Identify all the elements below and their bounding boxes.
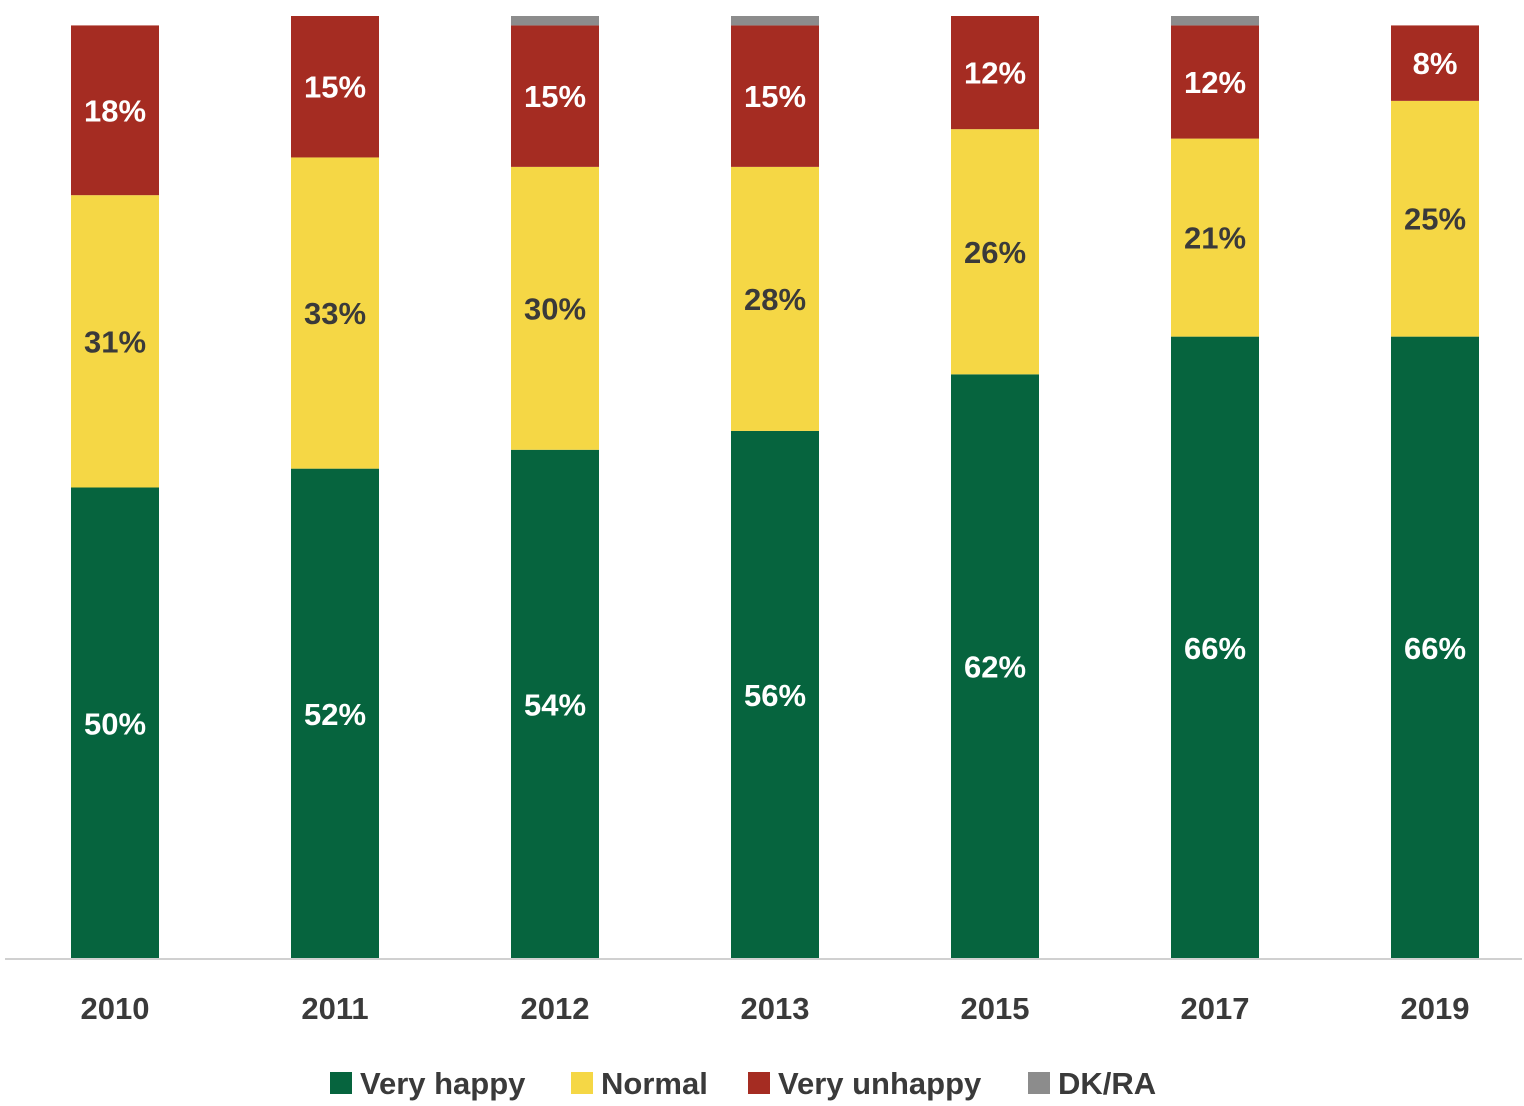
bar-segment-very-unhappy-2012 [511, 25, 599, 167]
data-labels-layer: 50% 31% 18% 52% 33% 15% 54% 30% 15% 56% 28% 15% 62% 2… [84, 46, 1466, 741]
data-label-very-happy-2013: 56% [744, 678, 806, 713]
legend-label-dk-ra: DK/RA [1058, 1066, 1156, 1101]
x-tick-labels: 2010 2011 2012 2013 2015 2017 2019 [81, 991, 1470, 1026]
data-label-very-unhappy-2019: 8% [1413, 46, 1458, 81]
bar-segment-normal-2013 [731, 166, 819, 431]
legend: Very happy Normal Very unhappy DK/RA [330, 1066, 1156, 1101]
legend-swatch-dk-ra [1028, 1072, 1050, 1094]
bar-segment-very-happy-2013 [731, 430, 819, 959]
bar-segment-very-unhappy-2015 [951, 16, 1039, 130]
bar-segment-dk-ra-2012 [511, 16, 599, 26]
data-label-very-unhappy-2017: 12% [1184, 65, 1246, 100]
bar-segment-normal-2012 [511, 166, 599, 450]
data-label-very-happy-2019: 66% [1404, 631, 1466, 666]
bar-segment-very-unhappy-2011 [291, 16, 379, 158]
bar-segment-very-happy-2010 [71, 487, 159, 959]
bar-segment-very-happy-2017 [1171, 336, 1259, 959]
legend-label-very-happy: Very happy [360, 1066, 526, 1101]
data-label-very-unhappy-2010: 18% [84, 93, 146, 128]
data-label-normal-2017: 21% [1184, 221, 1246, 256]
data-label-normal-2010: 31% [84, 324, 146, 359]
legend-label-very-unhappy: Very unhappy [778, 1066, 982, 1101]
bar-segment-very-unhappy-2017 [1171, 25, 1259, 139]
legend-swatch-very-happy [330, 1072, 352, 1094]
bar-segment-very-happy-2019 [1391, 336, 1479, 959]
x-tick-label-2010: 2010 [81, 991, 150, 1026]
data-label-very-unhappy-2012: 15% [524, 79, 586, 114]
bars-layer [71, 16, 1479, 960]
x-tick-label-2017: 2017 [1181, 991, 1250, 1026]
data-label-very-happy-2010: 50% [84, 706, 146, 741]
data-label-very-unhappy-2015: 12% [964, 56, 1026, 91]
bar-segment-normal-2019 [1391, 100, 1479, 337]
data-label-normal-2012: 30% [524, 291, 586, 326]
bar-segment-normal-2017 [1171, 138, 1259, 337]
bar-segment-normal-2011 [291, 157, 379, 469]
x-tick-label-2011: 2011 [301, 991, 368, 1026]
x-tick-label-2013: 2013 [741, 991, 810, 1026]
legend-label-normal: Normal [601, 1066, 708, 1101]
bar-segment-dk-ra-2013 [731, 16, 819, 26]
data-label-very-unhappy-2011: 15% [304, 70, 366, 105]
bar-segment-very-unhappy-2013 [731, 25, 819, 167]
data-label-normal-2015: 26% [964, 235, 1026, 270]
data-label-very-happy-2017: 66% [1184, 631, 1246, 666]
bar-segment-normal-2010 [71, 195, 159, 488]
bar-segment-dk-ra-2017 [1171, 16, 1259, 26]
data-label-normal-2013: 28% [744, 282, 806, 317]
bar-segment-very-unhappy-2019 [1391, 25, 1479, 101]
data-label-normal-2011: 33% [304, 296, 366, 331]
x-tick-label-2015: 2015 [961, 991, 1030, 1026]
data-label-very-happy-2015: 62% [964, 650, 1026, 685]
bar-segment-very-unhappy-2010 [71, 25, 159, 196]
legend-swatch-very-unhappy [748, 1072, 770, 1094]
data-label-very-happy-2012: 54% [524, 687, 586, 722]
bar-segment-very-happy-2011 [291, 468, 379, 959]
bar-segment-very-happy-2015 [951, 374, 1039, 960]
data-label-very-unhappy-2013: 15% [744, 79, 806, 114]
data-label-very-happy-2011: 52% [304, 697, 366, 732]
x-tick-label-2019: 2019 [1401, 991, 1470, 1026]
data-label-normal-2019: 25% [1404, 202, 1466, 237]
bar-segment-normal-2015 [951, 129, 1039, 375]
bar-segment-very-happy-2012 [511, 449, 599, 959]
x-tick-label-2012: 2012 [521, 991, 590, 1026]
legend-swatch-normal [571, 1072, 593, 1094]
